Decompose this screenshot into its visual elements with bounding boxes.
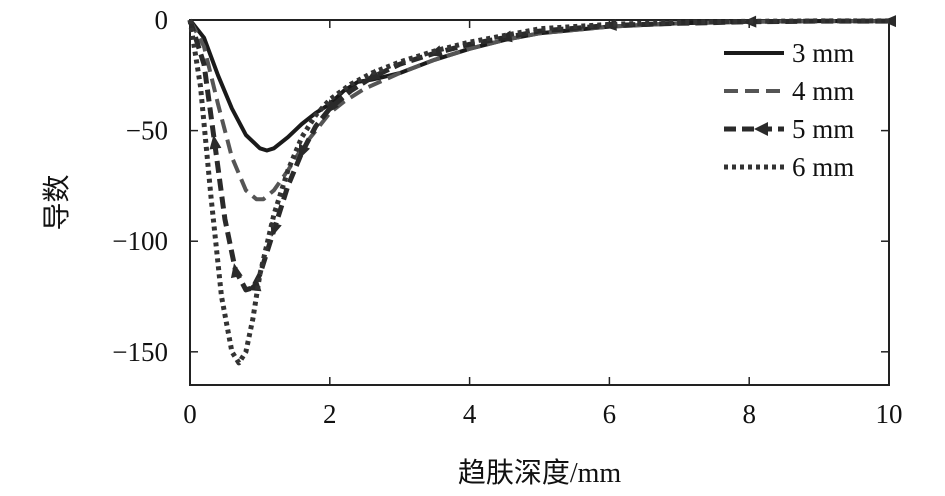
x-tick-label: 4 — [463, 399, 477, 429]
legend-label: 3 mm — [792, 38, 854, 68]
series-marker — [298, 143, 311, 160]
legend-label: 5 mm — [792, 114, 854, 144]
series-line-5-mm — [187, 18, 889, 293]
y-axis-title: 导数 — [41, 174, 73, 230]
y-tick-label: −150 — [112, 337, 168, 367]
legend-label: 6 mm — [792, 152, 854, 182]
y-tick-label: −100 — [112, 226, 168, 256]
y-tick-label: −50 — [126, 116, 168, 146]
series-marker — [209, 134, 222, 150]
series-line-6-mm — [187, 18, 889, 366]
legend-label: 4 mm — [792, 76, 854, 106]
series-marker — [230, 263, 243, 279]
x-tick-label: 10 — [876, 399, 903, 429]
x-tick-label: 8 — [742, 399, 756, 429]
y-tick-label: 0 — [155, 5, 169, 35]
plot-frame — [189, 19, 890, 386]
x-tick-label: 6 — [603, 399, 617, 429]
x-axis-title: 趋肤深度/mm — [458, 457, 622, 489]
series-line-3-mm — [188, 18, 889, 153]
x-tick-label: 0 — [183, 399, 197, 429]
x-tick-label: 2 — [323, 399, 337, 429]
legend-marker — [754, 122, 768, 136]
